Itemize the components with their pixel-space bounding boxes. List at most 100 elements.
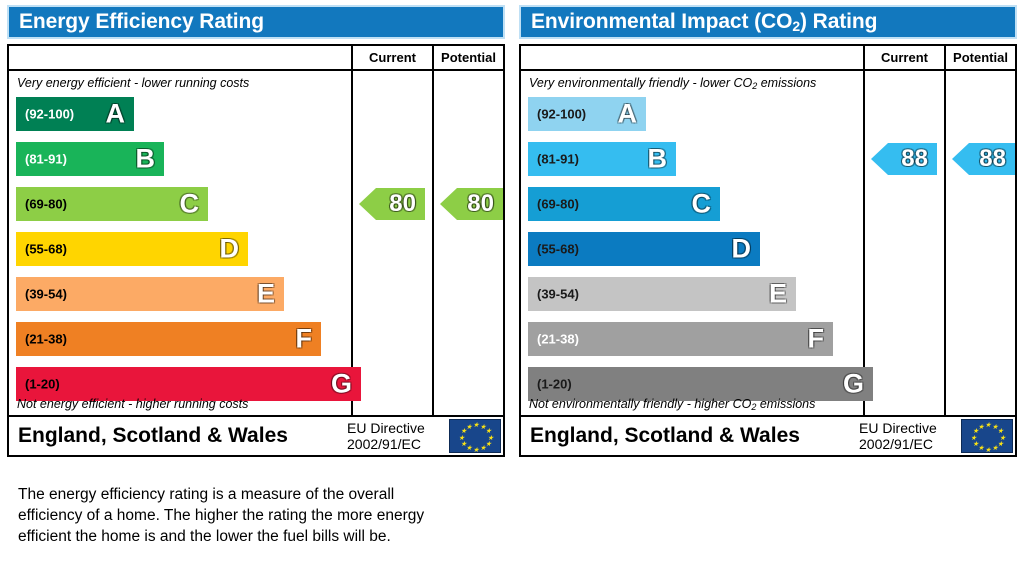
graph-divider-2	[432, 71, 434, 415]
graph-divider-2	[944, 71, 946, 415]
band-range-g: (1-20)	[25, 376, 60, 392]
potential-rating-arrow: 88	[952, 143, 1015, 175]
band-range-f: (21-38)	[537, 331, 579, 347]
eu-flag-icon	[449, 419, 501, 454]
band-row-c: (69-80) C	[528, 187, 720, 221]
caption-top-prefix: Very environmentally friendly - lower CO	[529, 76, 753, 90]
band-row-e: (39-54) E	[528, 277, 796, 311]
band-row-b: (81-91) B	[528, 142, 676, 176]
footer-directive-label: EU Directive 2002/91/EC	[859, 420, 937, 452]
environmental-impact-table: Current Potential Very environmentally f…	[519, 44, 1017, 457]
band-range-f: (21-38)	[25, 331, 67, 347]
band-letter-a: A	[617, 98, 638, 129]
title-text: Energy Efficiency Rating	[19, 10, 264, 33]
energy-efficiency-panel: Energy Efficiency Rating Current Potenti…	[0, 0, 512, 573]
current-column-header: Current	[369, 50, 416, 65]
band-range-d: (55-68)	[25, 241, 67, 257]
column-header-row: Current Potential	[521, 46, 1015, 71]
co2-subscript: 2	[752, 81, 758, 91]
current-column-header: Current	[881, 50, 928, 65]
rating-graph-area: Very energy efficient - lower running co…	[9, 71, 503, 415]
column-divider-1	[351, 46, 353, 69]
current-rating-value: 88	[901, 145, 928, 172]
band-letter-g: G	[842, 368, 864, 399]
band-letter-d: D	[219, 233, 240, 264]
footer-directive-label: EU Directive 2002/91/EC	[347, 420, 425, 452]
band-range-b: (81-91)	[25, 151, 67, 167]
band-letter-a: A	[105, 98, 126, 129]
band-letter-c: C	[691, 188, 712, 219]
caption-bottom-suffix: emissions	[756, 397, 816, 411]
band-range-c: (69-80)	[25, 196, 67, 212]
energy-efficiency-chart: Energy Efficiency Rating Current Potenti…	[7, 5, 505, 457]
directive-line-2: 2002/91/EC	[859, 436, 933, 452]
band-row-d: (55-68) D	[528, 232, 760, 266]
band-letter-e: E	[256, 278, 275, 309]
graph-divider-1	[351, 71, 353, 415]
efficiency-caption-bottom: Not energy efficient - higher running co…	[17, 397, 249, 411]
band-letter-g: G	[330, 368, 352, 399]
column-divider-2	[944, 46, 946, 69]
title-text-suffix: ) Rating	[800, 10, 878, 33]
potential-column-header: Potential	[953, 50, 1008, 65]
band-row-a: (92-100) A	[16, 97, 134, 131]
band-letter-c: C	[179, 188, 200, 219]
energy-footer-row: England, Scotland & Wales EU Directive 2…	[9, 415, 503, 455]
band-row-f: (21-38) F	[16, 322, 321, 356]
current-rating-arrow: 80	[359, 188, 425, 220]
current-rating-arrow: 88	[871, 143, 937, 175]
environmental-impact-chart: Environmental Impact (CO2) Rating Curren…	[519, 5, 1017, 457]
band-row-f: (21-38) F	[528, 322, 833, 356]
band-row-c: (69-80) C	[16, 187, 208, 221]
band-letter-f: F	[295, 323, 313, 354]
footer-region-label: England, Scotland & Wales	[530, 424, 800, 447]
potential-rating-value: 80	[467, 190, 494, 217]
band-letter-b: B	[135, 143, 156, 174]
energy-efficiency-title: Energy Efficiency Rating	[7, 5, 505, 39]
column-header-row: Current Potential	[9, 46, 503, 71]
co2-subscript: 2	[751, 402, 757, 412]
environmental-footer-row: England, Scotland & Wales EU Directive 2…	[521, 415, 1015, 455]
band-range-e: (39-54)	[537, 286, 579, 302]
band-row-b: (81-91) B	[16, 142, 164, 176]
potential-column-header: Potential	[441, 50, 496, 65]
band-range-a: (92-100)	[25, 106, 75, 122]
band-row-d: (55-68) D	[16, 232, 248, 266]
band-letter-b: B	[647, 143, 668, 174]
band-letter-e: E	[768, 278, 787, 309]
directive-line-1: EU Directive	[347, 420, 425, 436]
band-range-a: (92-100)	[537, 106, 587, 122]
energy-efficiency-description: The energy efficiency rating is a measur…	[18, 486, 425, 545]
band-row-e: (39-54) E	[16, 277, 284, 311]
band-letter-d: D	[731, 233, 752, 264]
graph-divider-1	[863, 71, 865, 415]
rating-graph-area: Very environmentally friendly - lower CO…	[521, 71, 1015, 415]
co2-subscript: 2	[792, 18, 800, 34]
impact-caption-bottom: Not environmentally friendly - higher CO…	[529, 397, 816, 412]
band-range-b: (81-91)	[537, 151, 579, 167]
title-text-prefix: Environmental Impact (CO	[531, 10, 793, 33]
environmental-impact-title: Environmental Impact (CO2) Rating	[519, 5, 1017, 39]
band-letter-f: F	[807, 323, 825, 354]
potential-rating-value: 88	[979, 145, 1006, 172]
environmental-impact-panel: Environmental Impact (CO2) Rating Curren…	[512, 0, 1024, 573]
current-rating-value: 80	[389, 190, 416, 217]
potential-rating-arrow: 80	[440, 188, 503, 220]
column-divider-2	[432, 46, 434, 69]
directive-line-2: 2002/91/EC	[347, 436, 421, 452]
efficiency-caption-top: Very energy efficient - lower running co…	[17, 76, 250, 90]
column-divider-1	[863, 46, 865, 69]
directive-line-1: EU Directive	[859, 420, 937, 436]
band-range-d: (55-68)	[537, 241, 579, 257]
band-row-a: (92-100) A	[528, 97, 646, 131]
energy-efficiency-table: Current Potential Very energy efficient …	[7, 44, 505, 457]
band-range-g: (1-20)	[537, 376, 572, 392]
band-row-g: (1-20) G	[528, 367, 873, 401]
band-range-e: (39-54)	[25, 286, 67, 302]
band-row-g: (1-20) G	[16, 367, 361, 401]
caption-top-suffix: emissions	[757, 76, 817, 90]
impact-caption-top: Very environmentally friendly - lower CO…	[529, 76, 817, 91]
caption-bottom-prefix: Not environmentally friendly - higher CO	[529, 397, 752, 411]
band-range-c: (69-80)	[537, 196, 579, 212]
